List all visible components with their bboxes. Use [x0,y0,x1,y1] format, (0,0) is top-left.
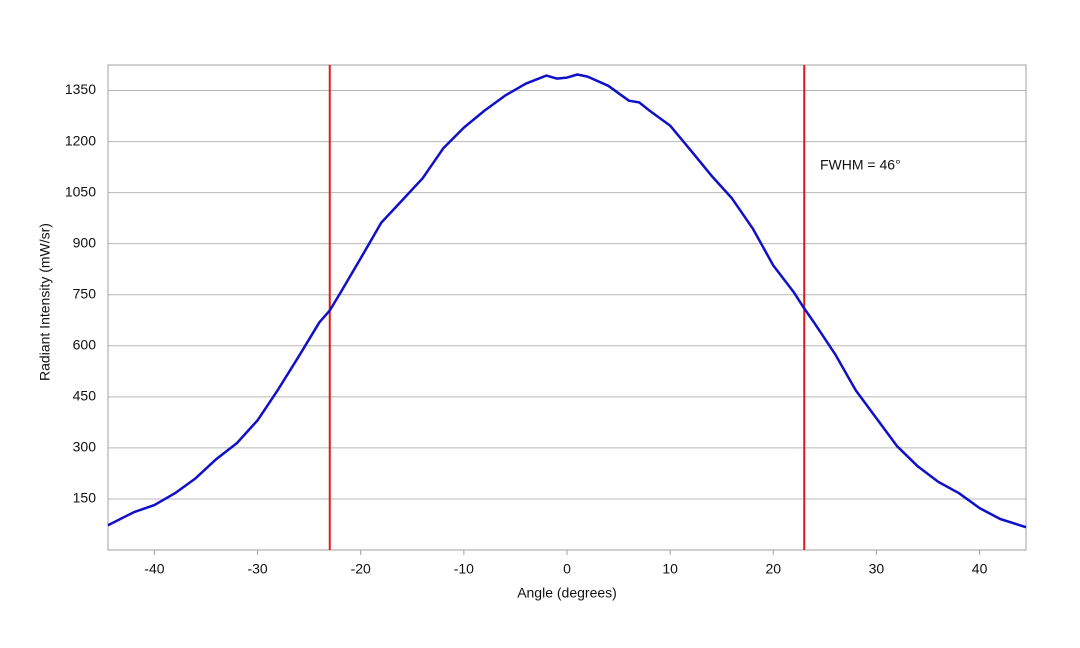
annotation: FWHM = 46° [820,157,901,173]
x-tick-label: -40 [144,561,164,577]
x-tick-label: 20 [766,561,782,577]
plot-border [107,64,1027,551]
y-tick-label: 1050 [65,183,96,199]
x-tick-label: -20 [351,561,371,577]
y-tick-label: 300 [73,439,97,455]
y-tick-label: 150 [73,490,97,506]
y-tick-label: 450 [73,388,97,404]
y-tick-label: 1200 [65,132,96,148]
x-tick-label: 30 [869,561,885,577]
y-axis-label: Radiant Intensity (mW/sr) [37,223,53,381]
x-tick-label: 10 [662,561,678,577]
y-tick-label: 900 [73,234,97,250]
y-tick-label: 750 [73,285,97,301]
x-tick-label: 0 [563,561,571,577]
y-tick-label: 600 [73,336,97,352]
x-tick-label: -30 [247,561,267,577]
y-tick-label: 1350 [65,81,96,97]
x-tick-label: -10 [454,561,474,577]
data-line [107,73,1027,529]
x-axis-label: Angle (degrees) [517,585,617,601]
x-tick-label: 40 [972,561,988,577]
